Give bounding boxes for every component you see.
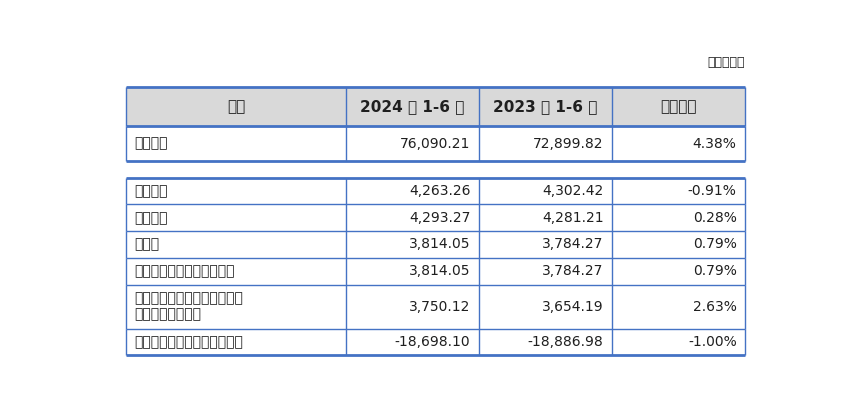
- Text: 3,750.12: 3,750.12: [409, 299, 470, 314]
- Text: -0.91%: -0.91%: [688, 184, 737, 198]
- Text: 扣除非经常性损益后归属于母
公司所有者净利润: 扣除非经常性损益后归属于母 公司所有者净利润: [134, 292, 243, 322]
- Text: 经营活动产生的现金流量净额: 经营活动产生的现金流量净额: [134, 335, 243, 349]
- Text: 变动比例: 变动比例: [660, 99, 697, 114]
- Text: 2024 年 1-6 月: 2024 年 1-6 月: [360, 99, 465, 114]
- Text: 0.79%: 0.79%: [693, 238, 737, 251]
- Text: 72,899.82: 72,899.82: [533, 137, 604, 151]
- Bar: [126, 258, 745, 284]
- Text: 3,784.27: 3,784.27: [542, 264, 603, 278]
- Text: 4,293.27: 4,293.27: [409, 211, 470, 225]
- Text: 3,784.27: 3,784.27: [542, 238, 603, 251]
- Text: 4,302.42: 4,302.42: [542, 184, 603, 198]
- Text: 3,654.19: 3,654.19: [542, 299, 603, 314]
- Text: 归属于母公司所有者净利润: 归属于母公司所有者净利润: [134, 264, 235, 278]
- Text: 营业收入: 营业收入: [134, 137, 168, 151]
- Bar: [126, 204, 745, 231]
- Text: 3,814.05: 3,814.05: [409, 238, 470, 251]
- Bar: [126, 231, 745, 258]
- Text: 4,281.21: 4,281.21: [542, 211, 603, 225]
- Text: 2.63%: 2.63%: [693, 299, 737, 314]
- Text: -18,886.98: -18,886.98: [528, 335, 604, 349]
- Bar: [126, 329, 745, 355]
- Text: 营业利润: 营业利润: [134, 184, 168, 198]
- Text: 净利润: 净利润: [134, 238, 160, 251]
- Text: 3,814.05: 3,814.05: [409, 264, 470, 278]
- Text: 76,090.21: 76,090.21: [400, 137, 470, 151]
- Text: 2023 年 1-6 月: 2023 年 1-6 月: [493, 99, 598, 114]
- Text: 4.38%: 4.38%: [693, 137, 737, 151]
- Text: 0.28%: 0.28%: [693, 211, 737, 225]
- Text: -18,698.10: -18,698.10: [394, 335, 470, 349]
- Text: 项目: 项目: [227, 99, 245, 114]
- Text: 0.79%: 0.79%: [693, 264, 737, 278]
- Bar: [126, 178, 745, 204]
- Text: -1.00%: -1.00%: [688, 335, 737, 349]
- Text: 4,263.26: 4,263.26: [409, 184, 470, 198]
- Text: 单位：万元: 单位：万元: [708, 56, 745, 69]
- Text: 利润总额: 利润总额: [134, 211, 168, 225]
